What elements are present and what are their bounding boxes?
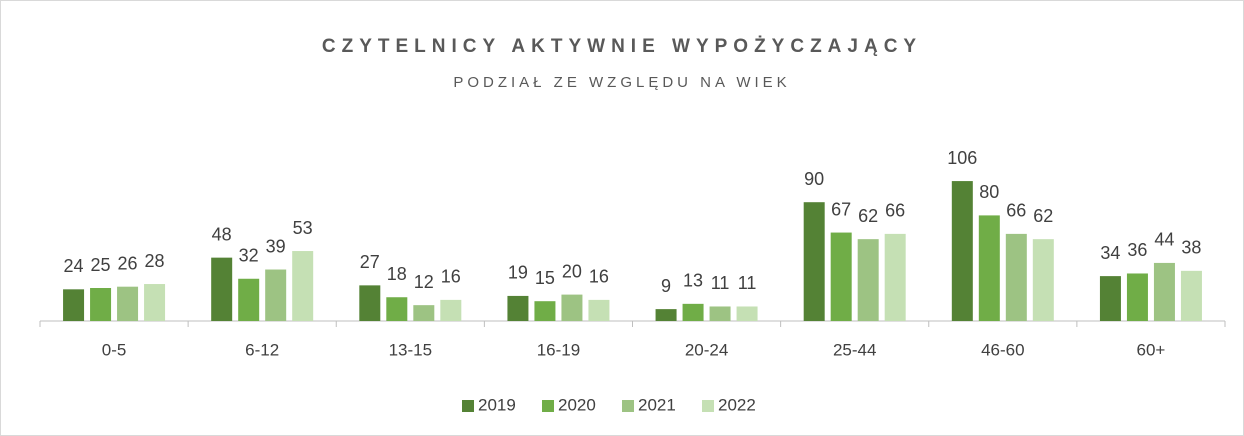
bar (803, 202, 825, 321)
value-label: 62 (858, 206, 878, 226)
legend-swatch (702, 400, 714, 412)
value-label: 90 (804, 169, 824, 189)
value-label: 11 (738, 273, 757, 293)
value-label: 38 (1181, 238, 1201, 258)
chart-title: CZYTELNICY AKTYWNIE WYPOŻYCZAJĄCY (322, 36, 922, 57)
legend-label: 2022 (718, 395, 756, 414)
x-tick-label: 6-12 (245, 340, 279, 359)
x-tick-label: 13-15 (389, 340, 432, 359)
value-label: 28 (145, 251, 165, 271)
bar (1032, 239, 1054, 321)
bar (238, 278, 260, 321)
bar (265, 269, 287, 321)
chart-subtitle: PODZIAŁ ZE WZGLĘDU NA WIEK (453, 74, 790, 91)
legend-swatch (622, 400, 634, 412)
value-label: 19 (508, 263, 528, 283)
value-label: 12 (414, 272, 434, 292)
value-label: 48 (212, 224, 232, 244)
bar (1099, 276, 1121, 321)
bar (830, 232, 852, 321)
value-label: 18 (387, 264, 407, 284)
bar (655, 309, 677, 321)
bar (857, 239, 879, 321)
value-label: 66 (1006, 201, 1026, 221)
legend-swatch (462, 400, 474, 412)
bar (359, 285, 381, 321)
bar (884, 233, 906, 321)
bar (978, 215, 1000, 321)
value-label: 106 (947, 148, 977, 168)
x-tick-label: 0-5 (102, 340, 127, 359)
bar (682, 303, 704, 321)
x-tick-label: 16-19 (537, 340, 580, 359)
bar (1005, 233, 1027, 321)
value-label: 16 (441, 267, 461, 287)
value-label: 26 (118, 253, 138, 273)
value-label: 66 (885, 201, 905, 221)
value-label: 13 (683, 271, 703, 291)
bar (90, 288, 112, 321)
bar (588, 299, 610, 321)
value-label: 9 (661, 276, 671, 296)
bar (736, 306, 758, 321)
value-label: 53 (293, 218, 313, 238)
bar (292, 251, 314, 321)
bar (211, 257, 233, 321)
bar (534, 301, 556, 321)
bar (1126, 273, 1148, 321)
x-tick-label: 25-44 (833, 340, 876, 359)
value-label: 62 (1033, 206, 1053, 226)
value-label: 39 (266, 236, 286, 256)
x-tick-label: 46-60 (981, 340, 1024, 359)
legend-label: 2019 (478, 395, 516, 414)
bar (1153, 262, 1175, 321)
value-label: 32 (239, 246, 259, 266)
bar (413, 305, 435, 321)
value-label: 11 (711, 273, 730, 293)
legend-label: 2021 (638, 395, 676, 414)
x-tick-label: 60+ (1137, 340, 1166, 359)
bar (561, 294, 583, 321)
value-label: 20 (562, 261, 582, 281)
value-label: 80 (979, 182, 999, 202)
bar (1180, 270, 1202, 321)
bar (440, 299, 462, 321)
x-tick-label: 20-24 (685, 340, 728, 359)
value-label: 34 (1100, 243, 1120, 263)
value-label: 16 (589, 267, 609, 287)
value-label: 44 (1154, 230, 1174, 250)
bar (63, 289, 85, 321)
value-label: 24 (64, 256, 84, 276)
bar (709, 306, 731, 321)
bar (144, 284, 166, 321)
value-label: 15 (535, 268, 555, 288)
legend-label: 2020 (558, 395, 596, 414)
bar (951, 181, 973, 321)
bar (507, 295, 529, 321)
value-label: 25 (91, 255, 111, 275)
value-label: 67 (831, 199, 851, 219)
value-label: 36 (1127, 240, 1147, 260)
bar (117, 286, 139, 321)
bar (386, 297, 408, 321)
legend-swatch (542, 400, 554, 412)
value-label: 27 (360, 252, 380, 272)
